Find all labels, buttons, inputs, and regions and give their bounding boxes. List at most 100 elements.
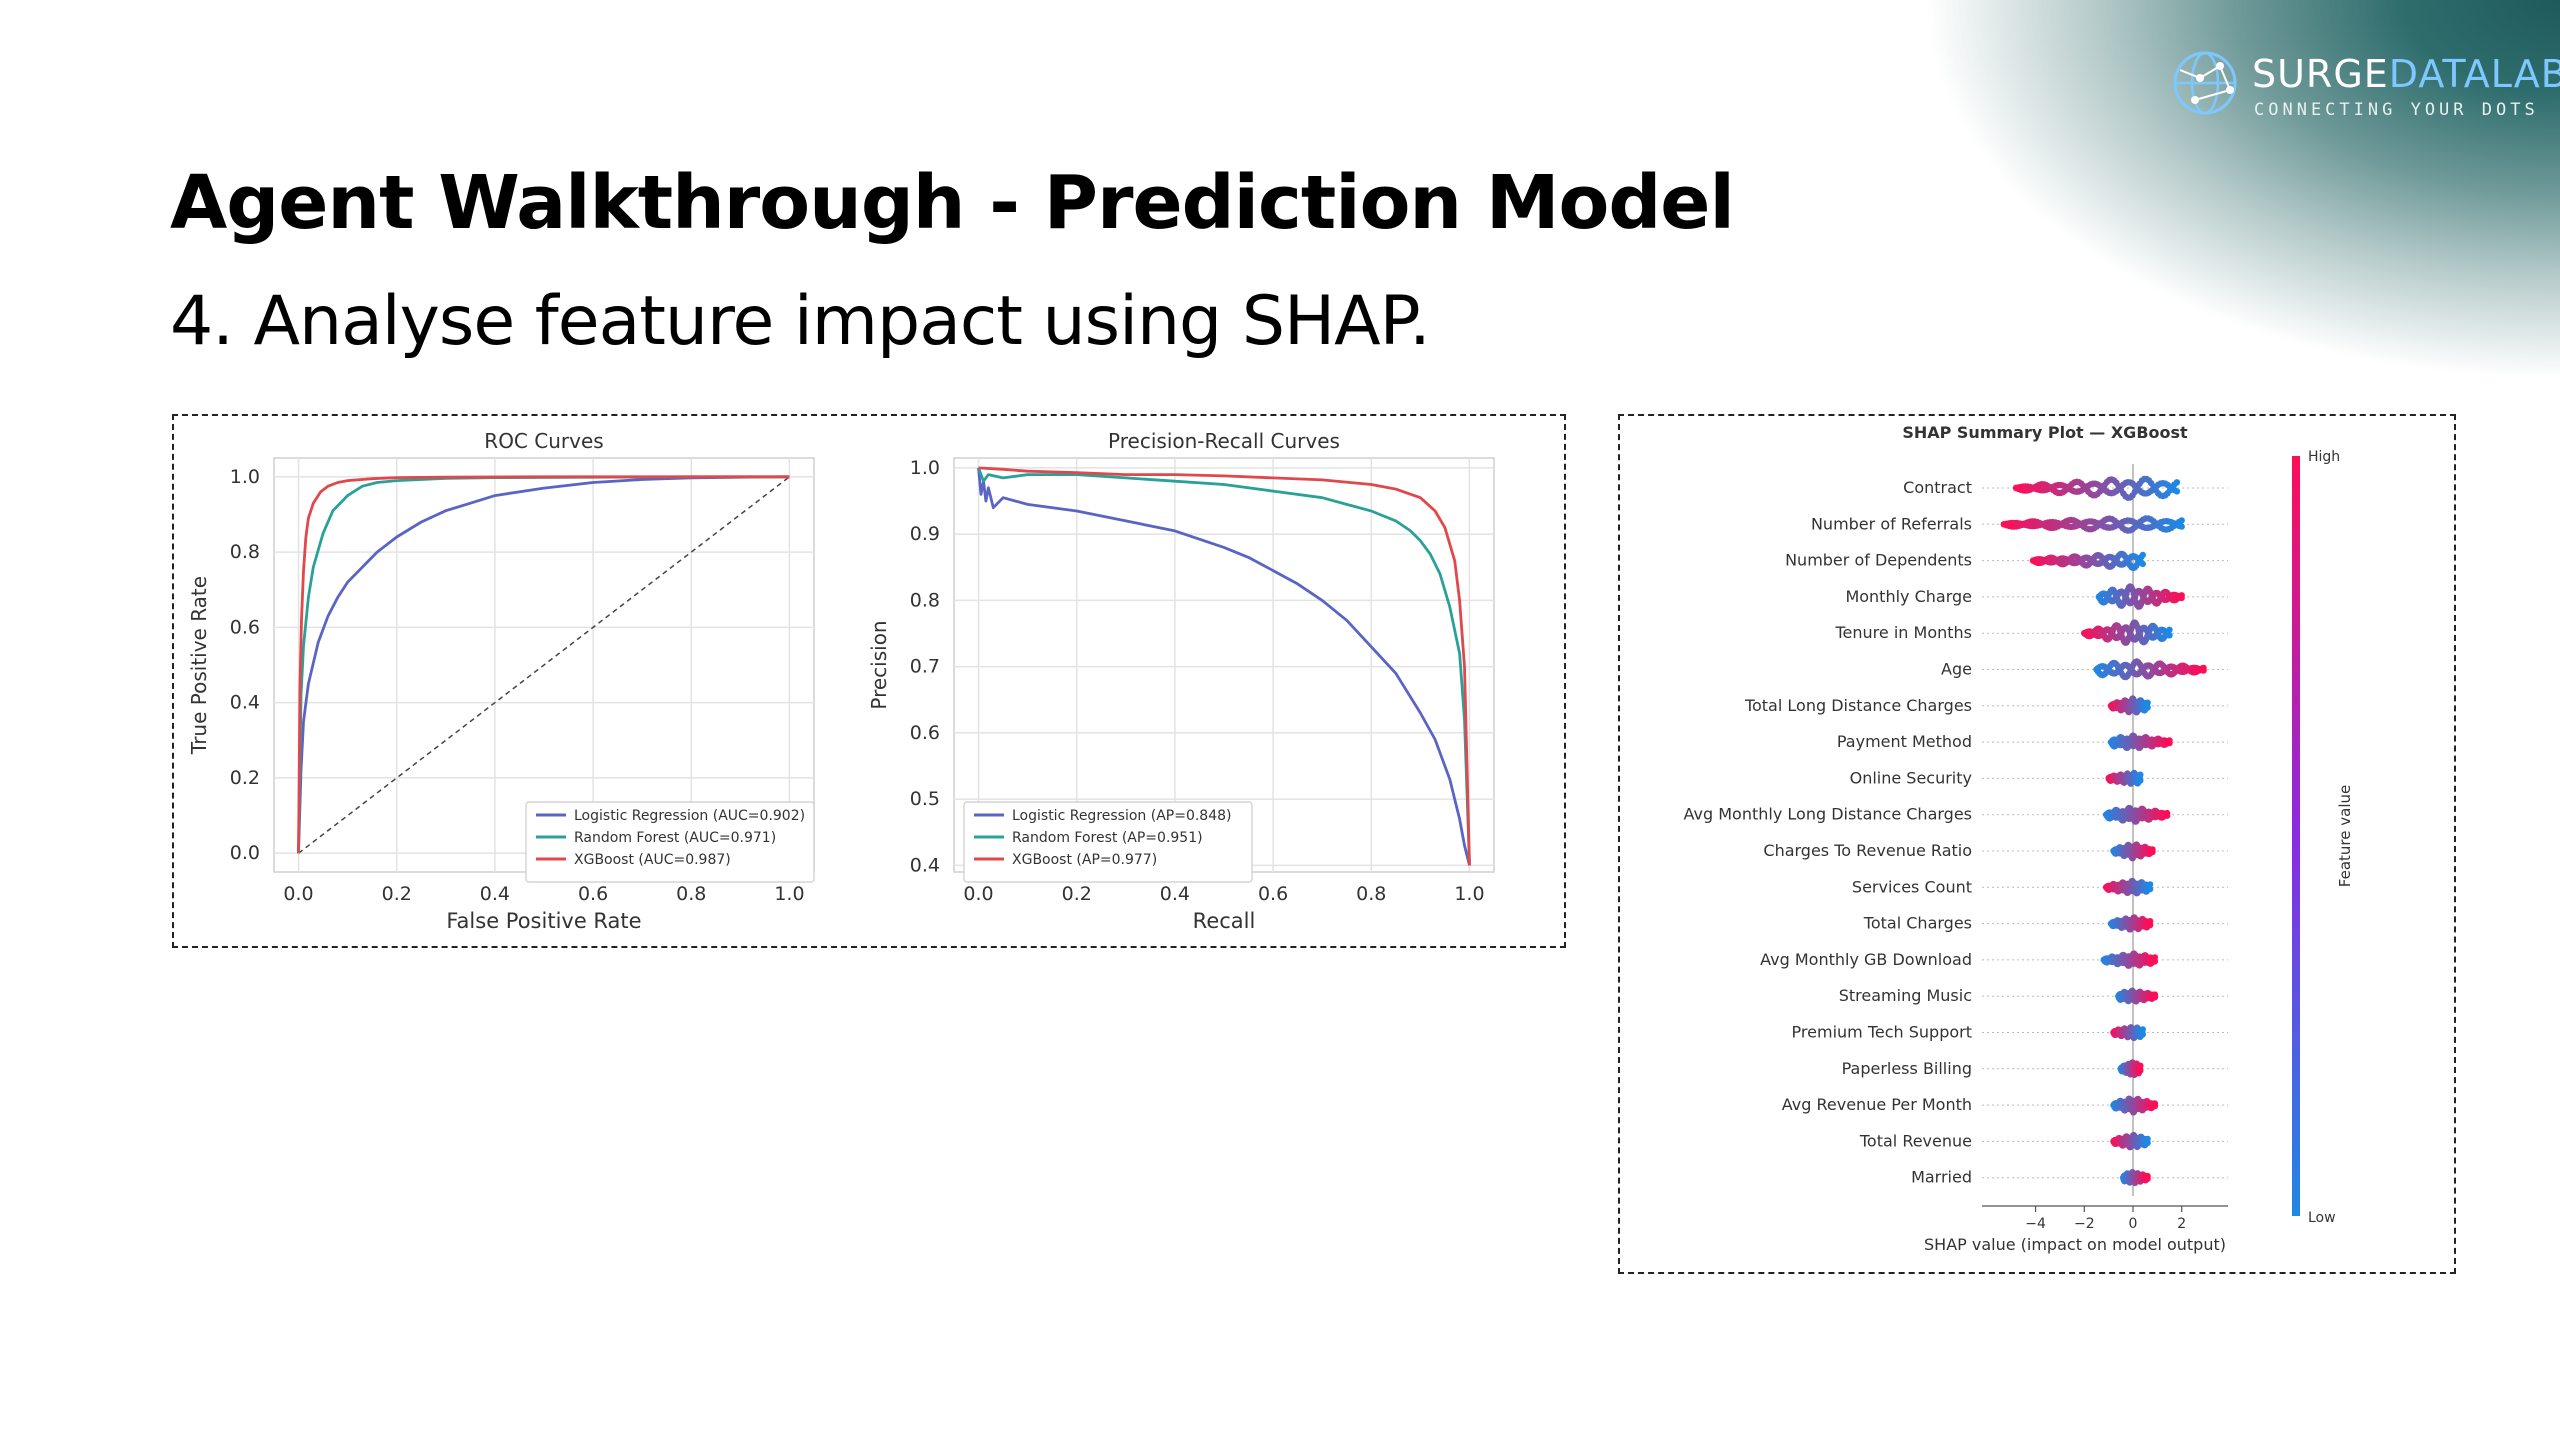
feature-label-total-long-distance-charges: Total Long Distance Charges bbox=[1744, 696, 1972, 715]
feature-label-married: Married bbox=[1911, 1168, 1972, 1187]
chart-title: Precision-Recall Curves bbox=[1108, 429, 1340, 453]
shap-point bbox=[2146, 881, 2154, 888]
globe-network-icon bbox=[2173, 51, 2237, 115]
feature-label-number-of-dependents: Number of Dependents bbox=[1785, 551, 1972, 570]
shap-panel: SHAP Summary Plot — XGBoost Contract Numbe… bbox=[1618, 414, 2456, 1274]
series-line-logistic-regression-ap-0-848 bbox=[977, 467, 1471, 866]
y-tick-label: 0.8 bbox=[230, 541, 260, 563]
shap-point bbox=[2151, 958, 2159, 965]
feature-label-age: Age bbox=[1941, 660, 1972, 679]
shap-point bbox=[2146, 885, 2154, 893]
beeswarm-paperless-billing bbox=[2117, 1059, 2144, 1078]
x-tick-label: 1.0 bbox=[1454, 883, 1484, 905]
beeswarm-payment-method bbox=[2107, 732, 2173, 751]
x-tick-label: 0.2 bbox=[382, 883, 412, 905]
x-tick-label: −2 bbox=[2074, 1216, 2095, 1232]
x-tick-label: 2 bbox=[2177, 1216, 2186, 1232]
feature-label-online-security: Online Security bbox=[1850, 768, 1972, 787]
shap-point bbox=[2139, 1031, 2146, 1038]
shap-point bbox=[2149, 848, 2156, 856]
legend-label: Logistic Regression (AUC=0.902) bbox=[574, 808, 805, 824]
beeswarm-total-revenue bbox=[2110, 1131, 2151, 1151]
colorbar-low-label: Low bbox=[2308, 1210, 2336, 1226]
y-axis-label: True Positive Rate bbox=[187, 576, 211, 755]
shap-point bbox=[2137, 777, 2144, 784]
x-axis-label: False Positive Rate bbox=[446, 909, 641, 933]
legend-label: XGBoost (AP=0.977) bbox=[1012, 852, 1157, 868]
x-tick-label: 0.0 bbox=[283, 883, 313, 905]
chart-title: SHAP Summary Plot — XGBoost bbox=[1902, 423, 2188, 442]
x-tick-label: 0.8 bbox=[1356, 883, 1386, 905]
brand-logo: SURGEDATALAB CONNECTING YOUR DOTS bbox=[2170, 48, 2560, 128]
x-tick-label: 0.6 bbox=[578, 883, 608, 905]
shap-point bbox=[2139, 560, 2146, 568]
beeswarm-tenure-in-months bbox=[2081, 619, 2173, 646]
shap-point bbox=[2144, 704, 2151, 711]
legend-label: Random Forest (AUC=0.971) bbox=[574, 830, 776, 846]
brand-name-part2: DATALAB bbox=[2388, 52, 2560, 96]
beeswarm-avg-revenue-per-month bbox=[2110, 1095, 2159, 1116]
beeswarm-number-of-dependents bbox=[2029, 550, 2146, 572]
y-axis-label: Precision bbox=[867, 620, 891, 709]
shap-point bbox=[2178, 594, 2185, 602]
y-tick-label: 0.6 bbox=[230, 616, 260, 638]
beeswarm-age bbox=[2093, 658, 2207, 681]
colorbar bbox=[2292, 456, 2300, 1216]
legend-box bbox=[963, 801, 1253, 883]
colorbar-high-label: High bbox=[2308, 449, 2340, 465]
series-line-random-forest-ap-0-951 bbox=[977, 467, 1471, 866]
x-tick-label: 0 bbox=[2129, 1216, 2138, 1232]
feature-label-monthly-charge: Monthly Charge bbox=[1845, 587, 1972, 606]
shap-point bbox=[2144, 699, 2151, 706]
feature-label-streaming-music: Streaming Music bbox=[1839, 986, 1972, 1005]
beeswarm-online-security bbox=[2105, 769, 2144, 787]
feature-label-services-count: Services Count bbox=[1852, 877, 1972, 896]
y-tick-label: 0.0 bbox=[230, 842, 260, 864]
feature-label-contract: Contract bbox=[1903, 478, 1972, 497]
feature-label-total-revenue: Total Revenue bbox=[1859, 1131, 1972, 1150]
shap-point bbox=[2178, 517, 2185, 524]
curves-panel: 0.0 0.2 0.4 0.6 0.8 1.0 0.0 0.2 0.4 0.6 0.8 1.0 ROC … bbox=[172, 414, 1566, 948]
x-tick-label: 0.2 bbox=[1062, 883, 1092, 905]
slide-subtitle: 4. Analyse feature impact using SHAP. bbox=[170, 282, 1431, 361]
beeswarm-monthly-charge bbox=[2095, 583, 2185, 610]
shap-point bbox=[2173, 479, 2181, 486]
shap-point bbox=[2137, 1062, 2144, 1069]
shap-point bbox=[2144, 1175, 2151, 1182]
shap-point bbox=[2163, 812, 2171, 819]
shap-point bbox=[2166, 632, 2173, 639]
x-axis-label: Recall bbox=[1193, 909, 1256, 933]
shap-point bbox=[2146, 921, 2154, 929]
beeswarm-number-of-referrals bbox=[2000, 515, 2185, 534]
beeswarm-charges-to-revenue-ratio bbox=[2110, 841, 2156, 862]
shap-point bbox=[2178, 523, 2185, 530]
beeswarm-premium-tech-support bbox=[2110, 1024, 2146, 1042]
shap-point bbox=[2151, 994, 2159, 1001]
feature-label-avg-revenue-per-month: Avg Revenue Per Month bbox=[1782, 1095, 1972, 1114]
series-line-xgboost-ap-0-977 bbox=[978, 466, 1471, 866]
y-tick-label: 0.6 bbox=[910, 722, 940, 744]
x-tick-label: 0.4 bbox=[1160, 883, 1190, 905]
x-tick-label: −4 bbox=[2025, 1216, 2046, 1232]
x-tick-label: 1.0 bbox=[774, 883, 804, 905]
y-tick-label: 0.7 bbox=[910, 656, 940, 678]
x-axis-label: SHAP value (impact on model output) bbox=[1924, 1235, 2226, 1254]
shap-point bbox=[2173, 488, 2181, 495]
feature-label-avg-monthly-long-distance-charges: Avg Monthly Long Distance Charges bbox=[1684, 805, 1972, 824]
beeswarm-avg-monthly-long-distance-charges bbox=[2103, 804, 2171, 825]
shap-point bbox=[2166, 739, 2173, 747]
feature-label-number-of-referrals: Number of Referrals bbox=[1811, 514, 1972, 533]
feature-label-paperless-billing: Paperless Billing bbox=[1842, 1059, 1972, 1078]
y-tick-label: 0.8 bbox=[910, 589, 940, 611]
beeswarm-services-count bbox=[2103, 877, 2154, 897]
shap-summary-chart: SHAP Summary Plot — XGBoost Contract Numbe… bbox=[1684, 423, 2354, 1254]
feature-label-avg-monthly-gb-download: Avg Monthly GB Download bbox=[1760, 950, 1972, 969]
beeswarm-contract bbox=[2012, 475, 2181, 501]
x-tick-label: 0.4 bbox=[480, 883, 510, 905]
shap-point bbox=[2200, 667, 2207, 674]
beeswarm-total-long-distance-charges bbox=[2107, 695, 2151, 716]
legend-label: Logistic Regression (AP=0.848) bbox=[1012, 808, 1232, 824]
y-tick-label: 0.2 bbox=[230, 767, 260, 789]
x-tick-label: 0.6 bbox=[1258, 883, 1288, 905]
beeswarm-avg-monthly-gb-download bbox=[2100, 950, 2159, 969]
